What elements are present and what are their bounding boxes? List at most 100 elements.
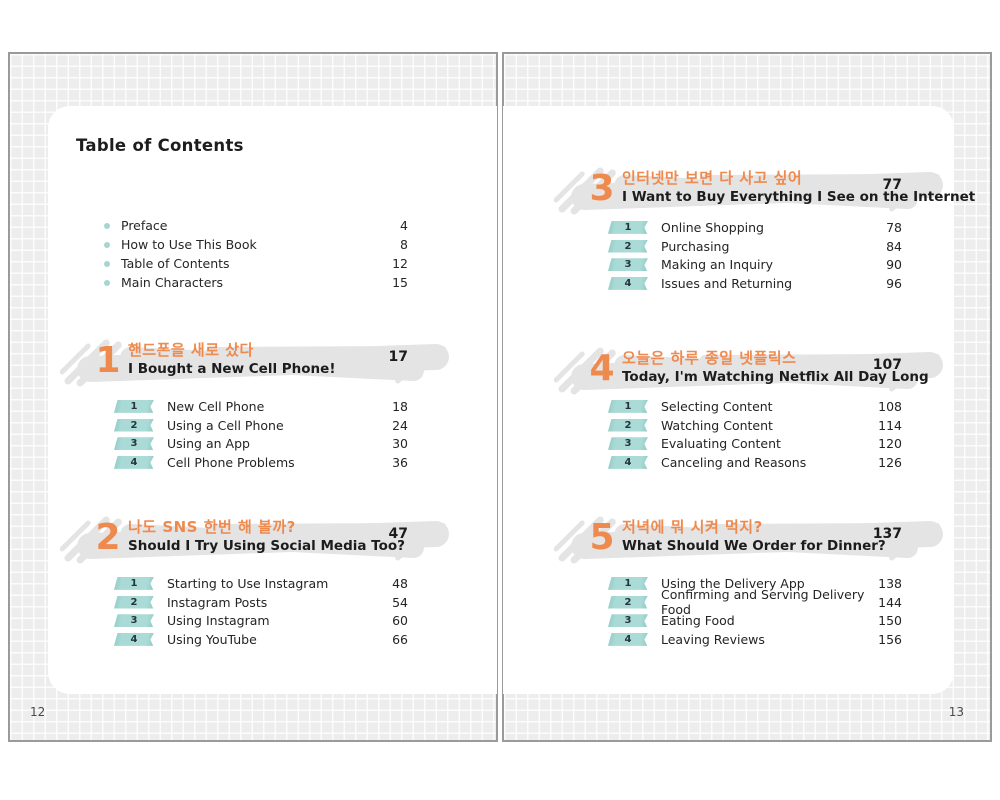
- chapter-3-heading: 3 인터넷만 보면 다 사고 싶어 I Want to Buy Everythi…: [504, 164, 990, 218]
- item-number-badge: 4: [608, 455, 648, 469]
- brush-stroke-highlight: [554, 167, 943, 215]
- list-item: Preface 4: [104, 216, 408, 235]
- entry-label: How to Use This Book: [121, 237, 257, 253]
- item-page-number: 18: [392, 398, 408, 414]
- item-page-number: 48: [392, 575, 408, 591]
- chapter-3-items: 1 Online Shopping 78 2 Purchasing 84 3 M…: [608, 218, 902, 293]
- item-number-badge: 3: [608, 437, 648, 451]
- item-number-badge: 1: [608, 220, 648, 234]
- chapter-page-number: 107: [872, 357, 902, 373]
- item-label: Using a Cell Phone: [167, 417, 284, 433]
- item-number-badge: 3: [608, 614, 648, 628]
- chapter-number: 3: [589, 168, 615, 209]
- item-number-badge: 2: [114, 595, 154, 609]
- item-label: Instagram Posts: [167, 594, 268, 610]
- item-page-number: 60: [392, 613, 408, 629]
- toc-item: 4 Canceling and Reasons 126: [608, 453, 902, 472]
- item-label: Using YouTube: [167, 631, 257, 647]
- entry-page-number: 4: [400, 218, 408, 234]
- toc-item: 3 Using an App 30: [114, 434, 408, 453]
- item-page-number: 126: [878, 454, 902, 470]
- item-label: New Cell Phone: [167, 398, 265, 414]
- chapter-page-number: 137: [872, 526, 902, 542]
- chapter-5-items: 1 Using the Delivery App 138 2 Confirmin…: [608, 574, 902, 649]
- chapter-1-heading: 1 핸드폰을 새로 샀다 I Bought a New Cell Phone! …: [10, 336, 496, 390]
- bullet-icon: [104, 260, 110, 267]
- chapter-title-korean: 인터넷만 보면 다 사고 싶어: [622, 169, 803, 187]
- item-label: Evaluating Content: [661, 436, 781, 452]
- chapter-title-english: What Should We Order for Dinner?: [622, 538, 886, 554]
- item-label: Issues and Returning: [661, 275, 793, 291]
- item-number-badge: 1: [114, 399, 154, 413]
- item-label: Canceling and Reasons: [661, 454, 807, 470]
- item-number-badge: 2: [114, 418, 154, 432]
- chapter-2-heading: 2 나도 SNS 한번 해 볼까? Should I Try Using Soc…: [10, 513, 496, 567]
- entry-page-number: 12: [392, 256, 408, 272]
- toc-item: 1 Starting to Use Instagram 48: [114, 574, 408, 593]
- item-label: Watching Content: [661, 417, 773, 433]
- item-page-number: 120: [878, 436, 902, 452]
- toc-item: 2 Instagram Posts 54: [114, 593, 408, 612]
- item-label: Using the Delivery App: [661, 575, 805, 591]
- item-number-badge: 1: [608, 576, 648, 590]
- chapter-title-english: Today, I'm Watching Netflix All Day Long: [622, 369, 929, 385]
- page-title: Table of Contents: [76, 136, 244, 155]
- chapter-number: 1: [95, 340, 121, 381]
- brush-stroke-highlight: [554, 516, 943, 564]
- item-page-number: 156: [878, 631, 902, 647]
- chapter-number: 2: [95, 517, 121, 558]
- toc-item: 1 Using the Delivery App 138: [608, 574, 902, 593]
- item-number-badge: 1: [608, 399, 648, 413]
- list-item: Table of Contents 12: [104, 254, 408, 273]
- item-page-number: 108: [878, 398, 902, 414]
- item-page-number: 96: [886, 275, 902, 291]
- chapter-number: 4: [589, 348, 615, 389]
- item-label: Making an Inquiry: [661, 257, 774, 273]
- item-number-badge: 1: [114, 576, 154, 590]
- entry-page-number: 15: [392, 275, 408, 291]
- item-number-badge: 4: [608, 632, 648, 646]
- item-number-badge: 3: [608, 258, 648, 272]
- toc-item: 4 Cell Phone Problems 36: [114, 453, 408, 472]
- chapter-title-english: I Want to Buy Everything I See on the In…: [622, 189, 976, 205]
- item-label: Online Shopping: [661, 219, 764, 235]
- toc-item: 3 Eating Food 150: [608, 611, 902, 630]
- front-matter-list: Preface 4 How to Use This Book 8 Table o…: [104, 216, 408, 292]
- brush-stroke-highlight: [60, 339, 449, 387]
- item-label: Cell Phone Problems: [167, 454, 295, 470]
- bullet-icon: [104, 241, 110, 248]
- brush-stroke-highlight: [60, 516, 449, 564]
- item-number-badge: 3: [114, 437, 154, 451]
- item-page-number: 66: [392, 631, 408, 647]
- toc-item: 1 New Cell Phone 18: [114, 397, 408, 416]
- item-page-number: 144: [878, 594, 902, 610]
- toc-item: 3 Making an Inquiry 90: [608, 255, 902, 274]
- toc-item: 2 Watching Content 114: [608, 416, 902, 435]
- item-number-badge: 4: [114, 632, 154, 646]
- brush-stroke-highlight: [554, 347, 943, 395]
- item-page-number: 36: [392, 454, 408, 470]
- toc-item: 1 Online Shopping 78: [608, 218, 902, 237]
- toc-item: 2 Confirming and Serving Delivery Food 1…: [608, 587, 902, 617]
- left-page: Table of Contents Preface 4 How to Use T…: [8, 52, 498, 742]
- item-page-number: 54: [392, 594, 408, 610]
- toc-item: 1 Selecting Content 108: [608, 397, 902, 416]
- toc-item: 4 Leaving Reviews 156: [608, 630, 902, 649]
- chapter-title-english: I Bought a New Cell Phone!: [128, 361, 336, 377]
- bullet-icon: [104, 222, 110, 229]
- chapter-title-english: Should I Try Using Social Media Too?: [128, 538, 405, 554]
- toc-item: 2 Using a Cell Phone 24: [114, 416, 408, 435]
- item-label: Starting to Use Instagram: [167, 575, 329, 591]
- item-label: Purchasing: [661, 238, 730, 254]
- item-page-number: 78: [886, 219, 902, 235]
- item-label: Eating Food: [661, 613, 735, 629]
- item-page-number: 150: [878, 613, 902, 629]
- chapter-4-items: 1 Selecting Content 108 2 Watching Conte…: [608, 397, 902, 472]
- entry-label: Preface: [121, 218, 168, 234]
- entry-label: Table of Contents: [121, 256, 230, 272]
- item-label: Confirming and Serving Delivery Food: [661, 587, 865, 618]
- chapter-title-korean: 나도 SNS 한번 해 볼까?: [128, 518, 296, 536]
- toc-item: 2 Purchasing 84: [608, 237, 902, 256]
- item-page-number: 138: [878, 575, 902, 591]
- left-folio-page-number: 12: [30, 705, 46, 719]
